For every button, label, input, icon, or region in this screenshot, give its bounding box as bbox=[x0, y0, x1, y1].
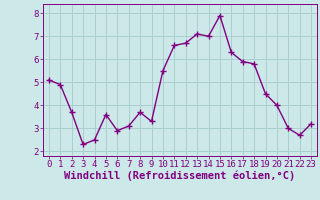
X-axis label: Windchill (Refroidissement éolien,°C): Windchill (Refroidissement éolien,°C) bbox=[64, 171, 296, 181]
